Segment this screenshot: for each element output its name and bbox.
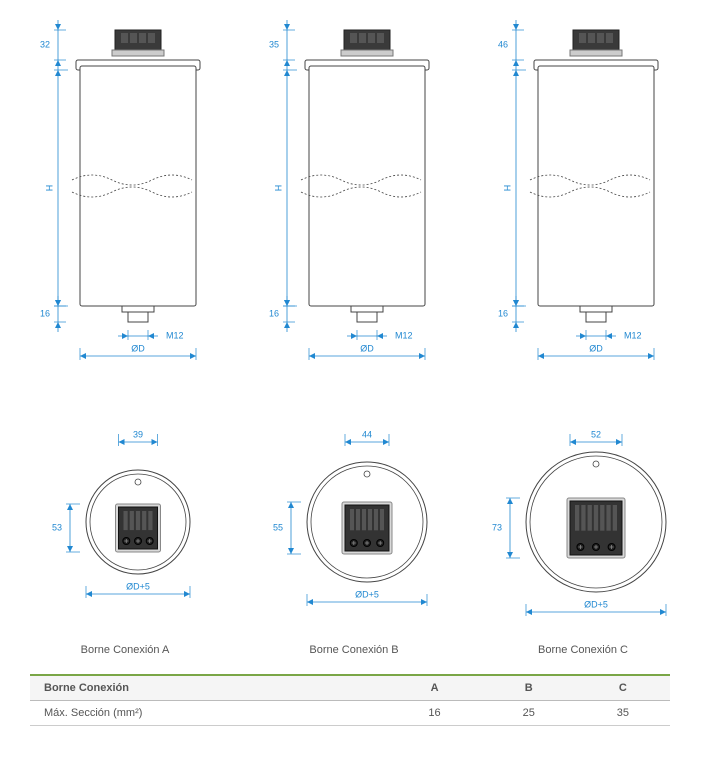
capacitor-top-C: 52 73 ØD+5 [488,372,678,622]
svg-text:H: H [273,185,283,192]
svg-text:44: 44 [362,429,372,439]
svg-text:ØD: ØD [131,343,145,353]
svg-text:ØD: ØD [589,343,603,353]
table-cell-C: 35 [576,701,670,726]
table-col-A: A [387,675,481,701]
table-rowlabel: Máx. Sección (mm²) [30,701,387,726]
svg-text:39: 39 [133,429,143,439]
svg-text:52: 52 [591,429,601,439]
capacitor-side-C: 46 H 16 M12 ØD [488,20,678,372]
caption-C: Borne Conexión C [488,644,678,656]
table-col-B: B [482,675,576,701]
svg-text:H: H [502,185,512,192]
caption-B: Borne Conexión B [259,644,449,656]
svg-text:ØD: ØD [360,343,374,353]
svg-text:16: 16 [40,308,50,318]
svg-text:16: 16 [269,308,279,318]
svg-text:32: 32 [40,39,50,49]
table-col-C: C [576,675,670,701]
svg-text:ØD+5: ØD+5 [355,589,379,599]
capacitor-side-A: 32 H 16 M12 ØD [30,20,220,372]
svg-text:16: 16 [498,308,508,318]
table-cell-A: 16 [387,701,481,726]
svg-text:46: 46 [498,39,508,49]
capacitor-top-B: 44 55 ØD+5 [259,372,449,622]
svg-text:55: 55 [273,522,283,532]
svg-text:M12: M12 [395,330,413,340]
svg-text:73: 73 [492,522,502,532]
caption-A: Borne Conexión A [30,644,220,656]
capacitor-side-B: 35 H 16 M12 ØD [259,20,449,372]
svg-text:ØD+5: ØD+5 [126,581,150,591]
table-cell-B: 25 [482,701,576,726]
svg-text:ØD+5: ØD+5 [584,599,608,609]
svg-text:35: 35 [269,39,279,49]
svg-text:53: 53 [52,522,62,532]
spec-table: Borne Conexión A B C Máx. Sección (mm²) … [30,674,670,726]
svg-text:M12: M12 [624,330,642,340]
table-header: Borne Conexión [30,675,387,701]
svg-text:H: H [44,185,54,192]
svg-text:M12: M12 [166,330,184,340]
capacitor-top-A: 39 53 ØD+5 [30,372,220,622]
